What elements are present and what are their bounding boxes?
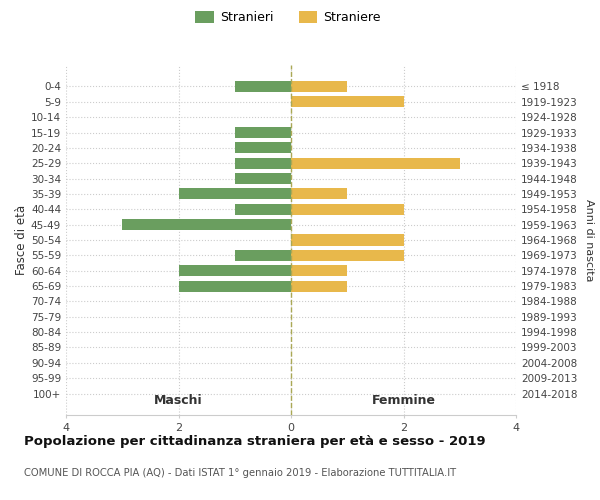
- Bar: [122, 219, 291, 230]
- Text: COMUNE DI ROCCA PIA (AQ) - Dati ISTAT 1° gennaio 2019 - Elaborazione TUTTITALIA.: COMUNE DI ROCCA PIA (AQ) - Dati ISTAT 1°…: [24, 468, 456, 477]
- Text: Femmine: Femmine: [371, 394, 436, 407]
- Bar: [291, 234, 404, 246]
- Bar: [235, 81, 291, 92]
- Bar: [179, 280, 291, 291]
- Bar: [291, 250, 404, 261]
- Bar: [179, 265, 291, 276]
- Bar: [235, 142, 291, 154]
- Bar: [291, 188, 347, 200]
- Bar: [235, 250, 291, 261]
- Text: Popolazione per cittadinanza straniera per età e sesso - 2019: Popolazione per cittadinanza straniera p…: [24, 435, 485, 448]
- Bar: [291, 280, 347, 291]
- Bar: [179, 188, 291, 200]
- Bar: [291, 204, 404, 215]
- Bar: [291, 158, 460, 168]
- Bar: [235, 173, 291, 184]
- Legend: Stranieri, Straniere: Stranieri, Straniere: [190, 6, 386, 29]
- Bar: [235, 204, 291, 215]
- Bar: [235, 127, 291, 138]
- Y-axis label: Anni di nascita: Anni di nascita: [584, 198, 594, 281]
- Text: Maschi: Maschi: [154, 394, 203, 407]
- Bar: [235, 158, 291, 168]
- Y-axis label: Fasce di età: Fasce di età: [15, 205, 28, 275]
- Bar: [291, 81, 347, 92]
- Bar: [291, 96, 404, 108]
- Bar: [291, 265, 347, 276]
